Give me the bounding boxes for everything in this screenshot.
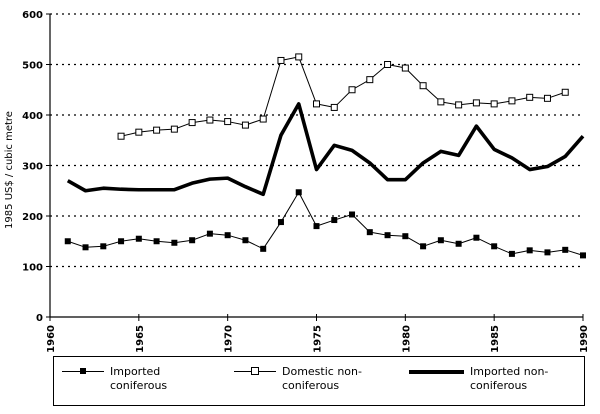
y-tick-label: 300 <box>22 162 43 173</box>
data-point <box>224 232 231 239</box>
data-point <box>384 232 391 239</box>
data-point <box>472 99 480 107</box>
data-point <box>508 97 516 105</box>
data-point <box>295 53 303 61</box>
data-point <box>206 230 213 237</box>
data-point <box>473 234 480 241</box>
data-point <box>366 229 373 236</box>
series-line-2 <box>66 102 585 197</box>
x-tick-label: 1960 <box>46 325 57 353</box>
data-point <box>153 126 161 134</box>
data-point <box>419 82 427 90</box>
data-point <box>491 243 498 250</box>
x-tick-label: 1975 <box>313 325 324 353</box>
data-point <box>241 121 249 129</box>
data-point <box>224 118 232 126</box>
legend-label: Imported coniferous <box>110 365 168 392</box>
data-point <box>277 56 285 64</box>
data-point <box>348 86 356 94</box>
data-point <box>189 237 196 244</box>
y-tick-label: 100 <box>22 263 43 274</box>
data-point <box>313 100 320 108</box>
x-tick-label: 1965 <box>135 325 146 353</box>
y-tick-label: 0 <box>36 313 43 324</box>
series-line-1 <box>120 56 566 137</box>
data-point <box>135 235 142 242</box>
data-point <box>455 101 463 109</box>
data-point <box>135 128 143 136</box>
data-point <box>64 238 71 245</box>
open-square-marker-icon <box>234 365 276 379</box>
data-point <box>100 243 107 250</box>
x-tick-label: 1990 <box>579 325 590 353</box>
data-point <box>313 223 320 230</box>
data-point <box>331 217 338 224</box>
data-point <box>401 64 409 72</box>
data-point <box>384 61 392 68</box>
data-point <box>437 98 445 106</box>
data-point <box>526 247 533 254</box>
data-point <box>82 244 89 251</box>
legend-label: Imported non-coniferous <box>470 365 549 392</box>
data-point <box>295 189 302 196</box>
data-point <box>330 103 338 111</box>
y-tick-label: 500 <box>22 61 43 72</box>
data-point <box>206 116 214 124</box>
x-tick-label: 1980 <box>401 325 412 353</box>
data-point <box>349 211 356 218</box>
data-point <box>170 125 178 133</box>
thick-line-icon <box>409 365 464 379</box>
y-tick-label: 200 <box>22 212 43 223</box>
data-point <box>117 132 125 140</box>
data-point <box>543 94 551 102</box>
data-point <box>544 249 551 256</box>
legend-item-domestic-non-coniferous: Domestic non-coniferous <box>234 365 392 393</box>
data-point <box>508 250 515 257</box>
data-point <box>402 233 409 240</box>
legend-item-imported-coniferous: Imported coniferous <box>62 365 220 393</box>
data-point <box>561 88 569 96</box>
series-line-0 <box>67 191 584 256</box>
data-point <box>259 115 267 123</box>
filled-square-marker-icon <box>62 365 104 379</box>
data-point <box>153 238 160 245</box>
data-point <box>437 237 444 244</box>
data-point <box>366 76 374 84</box>
data-point <box>562 246 569 253</box>
legend-item-imported-non-coniferous: Imported non-coniferous <box>409 365 580 393</box>
data-point <box>242 237 249 244</box>
data-point <box>171 239 178 246</box>
data-point <box>526 93 534 101</box>
data-point <box>420 243 427 250</box>
y-tick-label: 400 <box>22 111 43 122</box>
data-point <box>277 219 284 226</box>
data-point <box>118 238 125 245</box>
data-point <box>188 119 196 127</box>
data-point <box>260 245 267 252</box>
data-point <box>455 240 462 247</box>
data-point <box>490 100 498 108</box>
y-tick-label: 600 <box>22 10 43 21</box>
y-axis-label: 1985 US$ / cubic metre <box>4 111 15 229</box>
x-tick-label: 1970 <box>224 325 235 353</box>
x-tick-label: 1985 <box>490 325 501 353</box>
legend: Imported coniferous Domestic non-conifer… <box>53 356 585 406</box>
legend-label: Domestic non-coniferous <box>282 365 362 392</box>
data-point <box>580 252 586 259</box>
